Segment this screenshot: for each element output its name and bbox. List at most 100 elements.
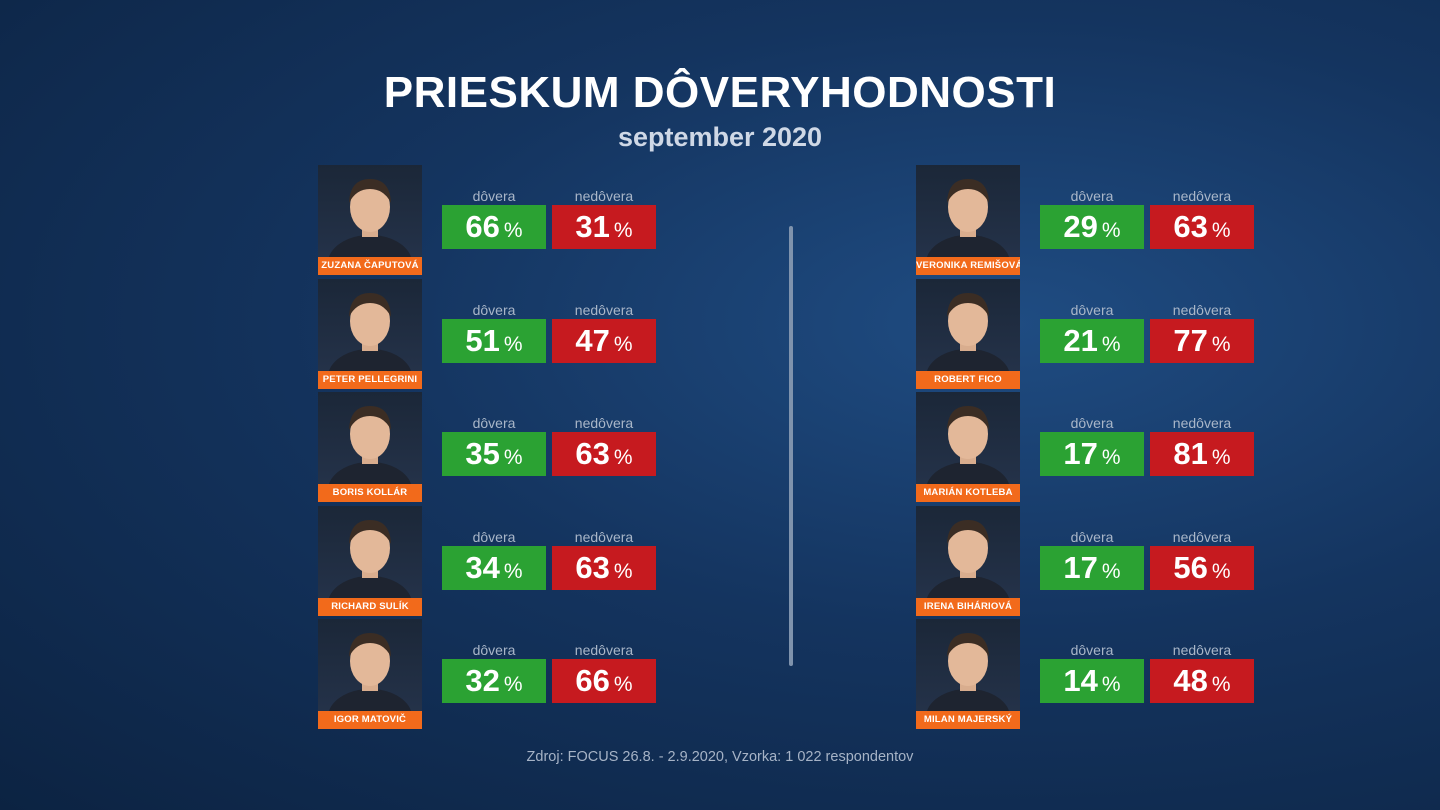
percent-sign: % — [613, 333, 633, 356]
politician-row: PETER PELLEGRINI dôvera 51% nedôvera 47% — [318, 279, 718, 391]
percent-sign: % — [503, 219, 523, 242]
distrust-value-box: 66% — [552, 659, 656, 703]
politician-photo — [916, 165, 1020, 257]
trust-label: dôvera — [1070, 302, 1114, 318]
trust-label: dôvera — [472, 529, 516, 545]
percent-sign: % — [503, 446, 523, 469]
trust-value: 35 — [465, 436, 500, 471]
distrust-value: 56 — [1173, 550, 1208, 585]
distrust-value-box: 56% — [1150, 546, 1254, 590]
trust-value: 29 — [1063, 209, 1098, 244]
percent-sign: % — [1211, 219, 1231, 242]
distrust-label: nedôvera — [1172, 188, 1232, 204]
distrust-value: 48 — [1173, 663, 1208, 698]
trust-value: 21 — [1063, 323, 1098, 358]
politician-row: IRENA BIHÁRIOVÁ dôvera 17% nedôvera 56% — [916, 506, 1316, 618]
distrust-value-box: 47% — [552, 319, 656, 363]
percent-sign: % — [1211, 446, 1231, 469]
trust-value-box: 14% — [1040, 659, 1144, 703]
politician-photo — [318, 392, 422, 484]
politician-row: ROBERT FICO dôvera 21% nedôvera 77% — [916, 279, 1316, 391]
trust-value-box: 34% — [442, 546, 546, 590]
distrust-value-box: 63% — [552, 432, 656, 476]
distrust-value: 77 — [1173, 323, 1208, 358]
distrust-value: 63 — [575, 436, 610, 471]
politician-photo — [916, 392, 1020, 484]
politician-name: RICHARD SULÍK — [318, 598, 422, 616]
distrust-value-box: 63% — [1150, 205, 1254, 249]
politician-photo — [916, 279, 1020, 371]
percent-sign: % — [1101, 560, 1121, 583]
distrust-value: 63 — [1173, 209, 1208, 244]
chart-subtitle: september 2020 — [617, 122, 823, 152]
distrust-value-box: 77% — [1150, 319, 1254, 363]
trust-value-box: 35% — [442, 432, 546, 476]
politician-name: IRENA BIHÁRIOVÁ — [916, 598, 1020, 616]
distrust-label: nedôvera — [1172, 415, 1232, 431]
distrust-label: nedôvera — [574, 302, 634, 318]
trust-value: 14 — [1063, 663, 1098, 698]
distrust-value-box: 31% — [552, 205, 656, 249]
distrust-value-box: 63% — [552, 546, 656, 590]
politician-row: RICHARD SULÍK dôvera 34% nedôvera 63% — [318, 506, 718, 618]
politician-name: VERONIKA REMIŠOVÁ — [916, 257, 1020, 275]
politician-name: MARIÁN KOTLEBA — [916, 484, 1020, 502]
percent-sign: % — [1211, 673, 1231, 696]
politician-row: ZUZANA ČAPUTOVÁ dôvera 66% nedôvera 31% — [318, 165, 718, 277]
percent-sign: % — [613, 673, 633, 696]
percent-sign: % — [1101, 333, 1121, 356]
trust-value-box: 29% — [1040, 205, 1144, 249]
percent-sign: % — [503, 673, 523, 696]
trust-label: dôvera — [472, 302, 516, 318]
politician-name: ZUZANA ČAPUTOVÁ — [318, 257, 422, 275]
politician-photo — [916, 506, 1020, 598]
trust-value: 17 — [1063, 550, 1098, 585]
politician-photo — [318, 165, 422, 257]
percent-sign: % — [613, 219, 633, 242]
percent-sign: % — [1211, 333, 1231, 356]
distrust-value-box: 81% — [1150, 432, 1254, 476]
source-note: Zdroj: FOCUS 26.8. - 2.9.2020, Vzorka: 1… — [526, 749, 914, 765]
politician-photo — [318, 279, 422, 371]
distrust-label: nedôvera — [1172, 529, 1232, 545]
trust-value-box: 17% — [1040, 432, 1144, 476]
politician-name: ROBERT FICO — [916, 371, 1020, 389]
politician-name: MILAN MAJERSKÝ — [916, 711, 1020, 729]
politician-row: MARIÁN KOTLEBA dôvera 17% nedôvera 81% — [916, 392, 1316, 504]
politician-row: BORIS KOLLÁR dôvera 35% nedôvera 63% — [318, 392, 718, 504]
politician-name: PETER PELLEGRINI — [318, 371, 422, 389]
trust-value-box: 66% — [442, 205, 546, 249]
distrust-label: nedôvera — [574, 188, 634, 204]
politician-row: IGOR MATOVIČ dôvera 32% nedôvera 66% — [318, 619, 718, 731]
trust-value-box: 21% — [1040, 319, 1144, 363]
distrust-value: 31 — [575, 209, 610, 244]
trust-label: dôvera — [472, 188, 516, 204]
column-divider — [789, 226, 793, 666]
percent-sign: % — [1101, 673, 1121, 696]
politician-row: VERONIKA REMIŠOVÁ dôvera 29% nedôvera 63% — [916, 165, 1316, 277]
percent-sign: % — [503, 560, 523, 583]
politician-photo — [318, 619, 422, 711]
percent-sign: % — [613, 446, 633, 469]
percent-sign: % — [1211, 560, 1231, 583]
distrust-value: 63 — [575, 550, 610, 585]
trust-value: 32 — [465, 663, 500, 698]
distrust-label: nedôvera — [574, 642, 634, 658]
percent-sign: % — [1101, 219, 1121, 242]
trust-label: dôvera — [1070, 188, 1114, 204]
trust-value-box: 17% — [1040, 546, 1144, 590]
trust-value-box: 51% — [442, 319, 546, 363]
trust-label: dôvera — [472, 415, 516, 431]
politician-name: IGOR MATOVIČ — [318, 711, 422, 729]
distrust-value-box: 48% — [1150, 659, 1254, 703]
distrust-value: 81 — [1173, 436, 1208, 471]
politician-name: BORIS KOLLÁR — [318, 484, 422, 502]
trust-value: 17 — [1063, 436, 1098, 471]
politician-photo — [916, 619, 1020, 711]
percent-sign: % — [1101, 446, 1121, 469]
distrust-label: nedôvera — [1172, 302, 1232, 318]
distrust-label: nedôvera — [574, 415, 634, 431]
distrust-value: 47 — [575, 323, 610, 358]
trust-value: 34 — [465, 550, 500, 585]
trust-label: dôvera — [472, 642, 516, 658]
